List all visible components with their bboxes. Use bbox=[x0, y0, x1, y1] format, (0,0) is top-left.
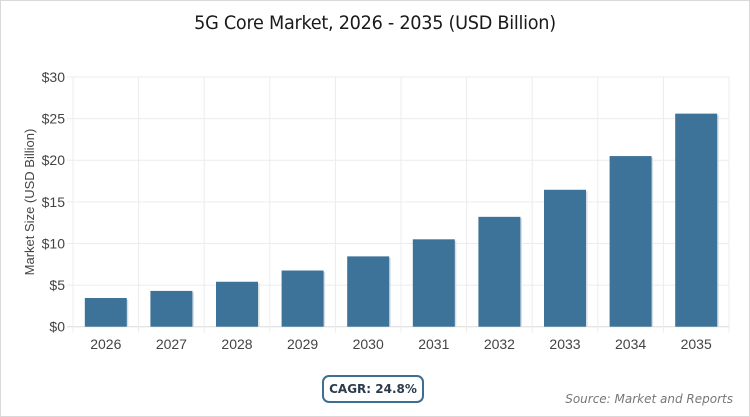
source-note: Source: Market and Reports bbox=[565, 392, 733, 406]
y-tick-label: $25 bbox=[42, 111, 66, 127]
y-tick-label: $0 bbox=[49, 319, 65, 335]
x-tick-label: 2031 bbox=[418, 336, 449, 352]
y-tick-label: $20 bbox=[42, 152, 66, 168]
bar-2034 bbox=[609, 156, 652, 327]
bar-2035 bbox=[675, 113, 718, 327]
bar-2033 bbox=[544, 189, 586, 327]
x-tick-label: 2026 bbox=[90, 336, 121, 352]
y-tick-label: $15 bbox=[42, 194, 66, 210]
bar-2027 bbox=[150, 290, 193, 327]
bar-2029 bbox=[281, 270, 324, 327]
y-tick-label: $5 bbox=[49, 277, 65, 293]
cagr-badge: CAGR: 24.8% bbox=[322, 375, 424, 403]
bar-2031 bbox=[412, 239, 455, 327]
bar-2028 bbox=[216, 281, 258, 327]
x-tick-label: 2029 bbox=[287, 336, 318, 352]
x-tick-label: 2032 bbox=[484, 336, 515, 352]
x-tick-label: 2030 bbox=[353, 336, 384, 352]
y-tick-label: $30 bbox=[42, 69, 66, 85]
chart-title: 5G Core Market, 2026 - 2035 (USD Billion… bbox=[194, 12, 556, 34]
gridlines bbox=[67, 76, 730, 333]
x-tick-label: 2033 bbox=[549, 336, 580, 352]
bars bbox=[84, 113, 719, 327]
bar-2032 bbox=[478, 216, 521, 327]
x-tick-label: 2027 bbox=[156, 336, 187, 352]
y-tick-label: $10 bbox=[42, 235, 66, 251]
y-axis-label: Market Size (USD Billion) bbox=[22, 129, 37, 276]
bar-2026 bbox=[84, 297, 127, 327]
x-tick-label: 2035 bbox=[681, 336, 712, 352]
x-axis-ticks: 2026 2027 2028 2029 2030 2031 2032 2033 2034 2035 bbox=[90, 336, 712, 352]
x-tick-label: 2034 bbox=[615, 336, 646, 352]
bar-2030 bbox=[347, 256, 390, 327]
x-tick-label: 2028 bbox=[221, 336, 252, 352]
y-axis-ticks: $0 $5 $10 $15 $20 $25 $30 bbox=[42, 69, 66, 335]
